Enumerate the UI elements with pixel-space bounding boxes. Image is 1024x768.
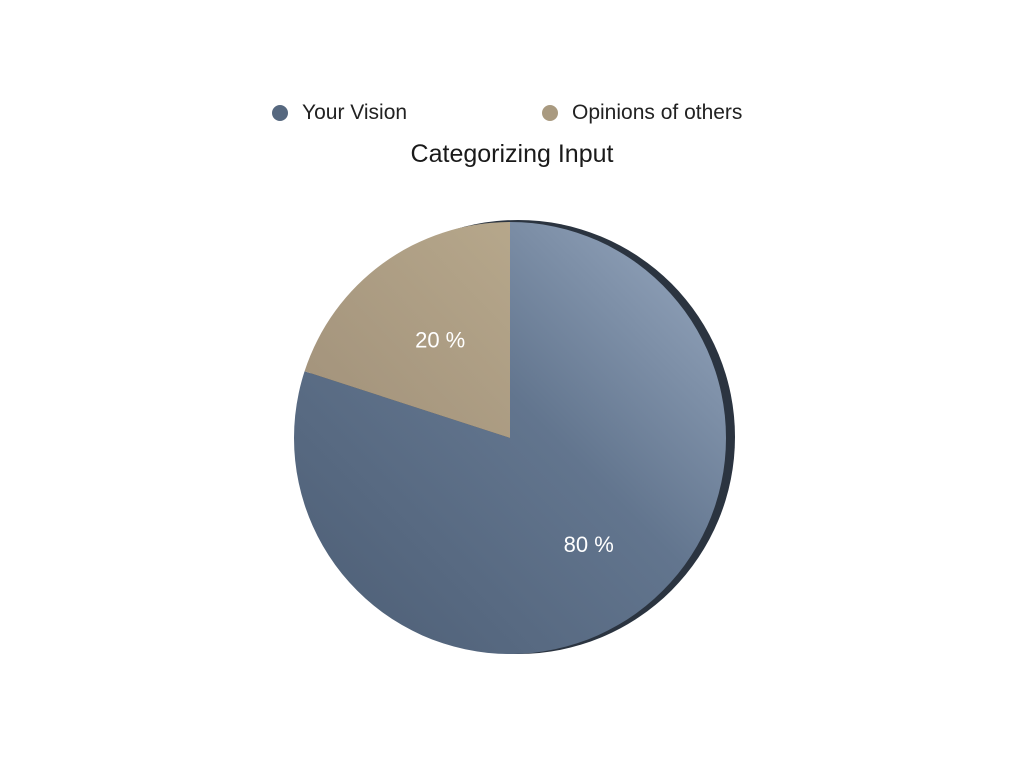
legend-swatch-opinions-of-others (542, 105, 558, 121)
legend-label-your-vision: Your Vision (302, 101, 408, 124)
chart-title: Categorizing Input (410, 140, 614, 168)
pie-slices (293, 222, 726, 654)
slice-label-opinions-of-others: 20 % (415, 328, 465, 353)
pie-labels: 80 % 20 % (415, 328, 614, 557)
slice-label-your-vision: 80 % (564, 532, 614, 557)
legend-item-your-vision: Your Vision (272, 98, 407, 128)
chart-legend: Your Vision Opinions of others (0, 98, 1024, 128)
legend-item-opinions-of-others: Opinions of others (542, 98, 742, 128)
pie-slice-opinions-of-others (304, 222, 510, 438)
legend-label-opinions-of-others: Opinions of others (572, 101, 743, 124)
legend-swatch-your-vision (272, 105, 288, 121)
